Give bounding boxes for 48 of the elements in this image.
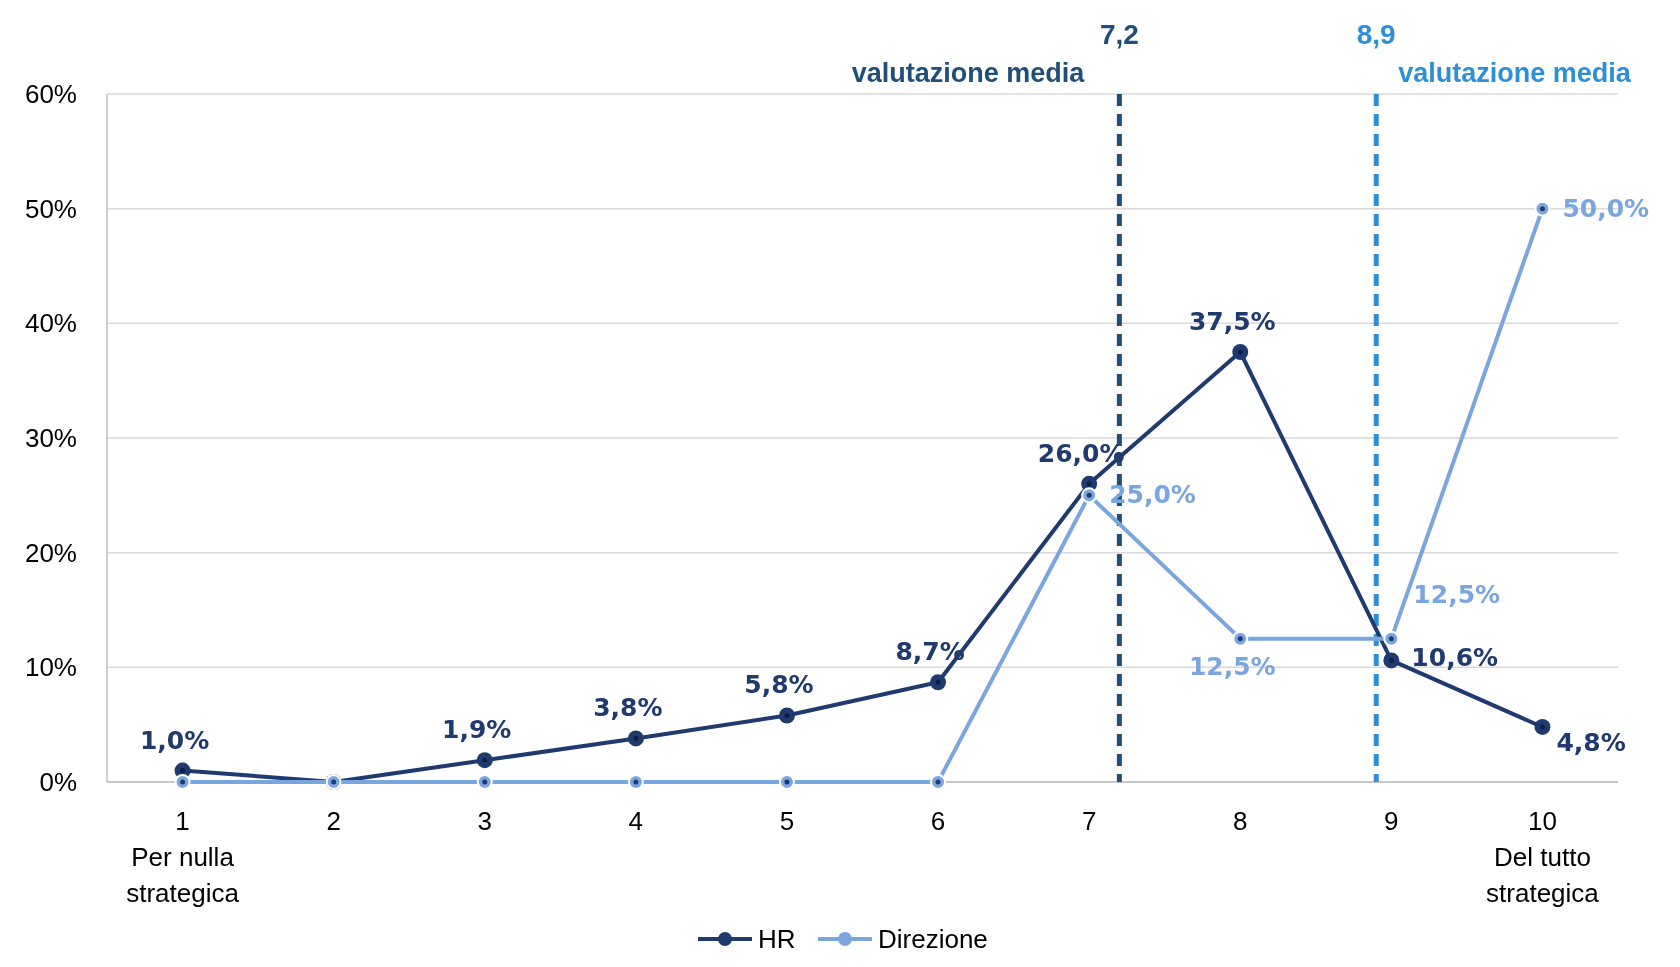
y-tick-label: 50%	[24, 193, 77, 224]
x-tick-label: 8	[1233, 806, 1248, 836]
data-label: 5,8%	[744, 670, 814, 700]
y-tick-label: 30%	[24, 423, 77, 454]
data-label: 26,0%	[1037, 438, 1125, 468]
point	[627, 774, 644, 790]
data-label: 12,5%	[1188, 651, 1276, 681]
ref-line-label: 8,9 valutazione media	[1356, 19, 1632, 88]
data-label: 25,0%	[1109, 480, 1196, 510]
y-tick-label: 40%	[24, 308, 77, 339]
point	[1232, 630, 1249, 647]
point	[1383, 630, 1400, 647]
ref-line-label: 7,2 valutazione media	[851, 19, 1139, 88]
y-tick-label: 0%	[39, 767, 77, 798]
y-tick-label: 10%	[24, 652, 77, 683]
data-label: 37,5%	[1188, 307, 1276, 336]
data-label: 1,0%	[139, 725, 210, 755]
point	[476, 752, 493, 769]
point	[1534, 200, 1551, 217]
point	[627, 730, 644, 747]
data-label: 3,8%	[593, 693, 663, 723]
point	[778, 774, 795, 790]
legend-label: HR	[758, 924, 796, 954]
x-tick-label: 10 Del tutto strategica	[1486, 806, 1600, 908]
x-tick-label: 3	[477, 806, 492, 836]
x-tick-label: 4	[628, 806, 644, 836]
data-label: 1,9%	[442, 715, 512, 745]
point	[1081, 487, 1098, 504]
legend-label: Direzione	[878, 924, 988, 954]
point	[930, 774, 947, 790]
x-tick-label: 6	[930, 806, 946, 836]
point	[778, 707, 795, 724]
x-tick-label: 1 Per nulla strategica	[126, 806, 240, 908]
data-label: 50,0%	[1562, 193, 1650, 223]
x-tick-label: 5	[779, 806, 795, 836]
y-tick-label: 20%	[24, 537, 77, 568]
point	[1232, 344, 1249, 360]
x-tick-label: 9	[1384, 806, 1399, 836]
data-label: 12,5%	[1413, 579, 1501, 609]
y-tick-label: 60%	[24, 79, 77, 110]
data-label: 10,6%	[1411, 643, 1499, 673]
point	[476, 774, 493, 790]
data-label: 4,8%	[1556, 727, 1626, 757]
x-tick-label: 2	[326, 806, 341, 836]
point	[930, 674, 947, 691]
x-tick-label: 7	[1081, 806, 1097, 836]
point	[174, 774, 191, 790]
point	[1534, 718, 1551, 735]
